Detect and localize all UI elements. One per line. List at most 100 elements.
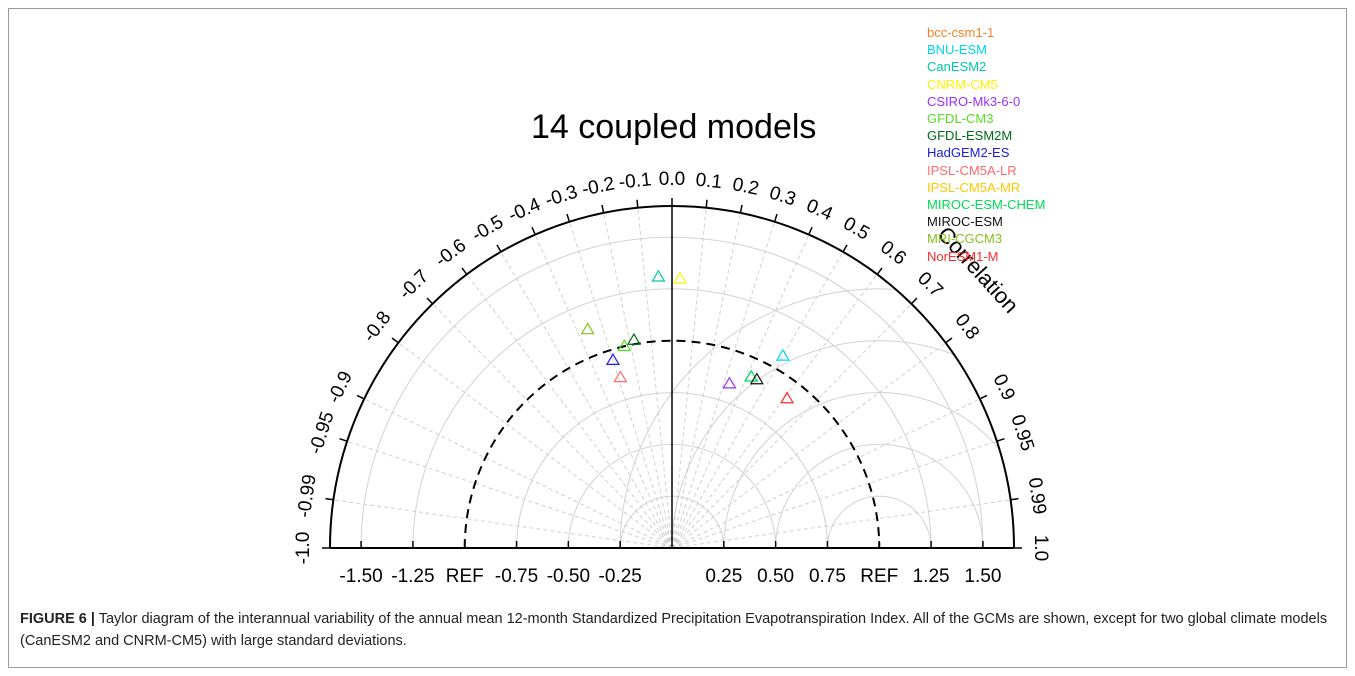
correlation-line [671, 499, 1011, 549]
correlation-line [671, 303, 912, 549]
correlation-line [603, 212, 673, 549]
x-tick-label: 1.50 [964, 566, 1001, 587]
correlation-tick [705, 199, 708, 208]
correlation-tick [636, 199, 639, 208]
legend-item: BNU-ESM [927, 42, 987, 58]
correlation-tick-label: -0.4 [505, 194, 544, 227]
correlation-tick-label: -0.1 [618, 169, 653, 193]
rms-circle [827, 495, 932, 548]
correlation-tick-label: -0.5 [468, 212, 507, 247]
correlation-tick-label: -0.99 [294, 473, 321, 519]
correlation-tick-label: -0.3 [543, 182, 581, 212]
rms-circle [775, 443, 984, 549]
correlation-tick [979, 394, 988, 400]
correlation-tick-label: -0.6 [432, 235, 471, 271]
model-marker [626, 332, 641, 345]
correlation-tick [391, 337, 399, 344]
correlation-tick [773, 213, 778, 222]
correlation-line [466, 274, 673, 549]
x-tick-label: -1.25 [391, 566, 434, 587]
rms-circle [671, 340, 954, 548]
correlation-tick-label: 0.0 [659, 169, 685, 190]
legend-item: MRI-CGCM3 [927, 231, 1003, 247]
rms-circle [619, 288, 893, 548]
correlation-line [432, 303, 673, 549]
correlation-tick-label: 0.2 [731, 174, 761, 200]
correlation-tick-label: 0.6 [876, 237, 910, 270]
caption-label: FIGURE 6 | [20, 611, 95, 627]
correlation-tick-label: 0.95 [1006, 412, 1038, 454]
correlation-tick-label: 0.99 [1024, 476, 1050, 516]
legend-item: MIROC-ESM-CHEM [927, 197, 1046, 213]
model-marker [749, 372, 764, 385]
model-marker [651, 269, 666, 282]
legend: bcc-csm1-1 BNU-ESM CanESM2 CNRM-CM5 CSIRO-Mk… [927, 24, 1045, 265]
x-tick-label: 1.25 [913, 566, 950, 587]
correlation-line [671, 221, 776, 549]
correlation-line [568, 221, 673, 549]
model-marker [617, 339, 632, 352]
model-marker [744, 369, 759, 382]
legend-item: CanESM2 [927, 59, 987, 75]
x-tick-label: 0.25 [705, 566, 742, 587]
x-tick-label: -0.50 [547, 566, 590, 587]
correlation-line [671, 251, 844, 549]
legend-item: GFDL-CM3 [927, 111, 994, 127]
chart-title: 14 coupled models [531, 108, 817, 146]
correlation-tick-label: -1.0 [293, 532, 314, 565]
x-tick-label: -0.25 [599, 566, 642, 587]
x-tick-label: REF [446, 566, 484, 587]
model-marker [613, 370, 628, 383]
correlation-tick-label: 1.0 [1030, 535, 1051, 561]
legend-item: NorESM1-M [927, 248, 999, 264]
model-marker [673, 271, 688, 284]
correlation-tick [426, 297, 434, 305]
legend-item: CNRM-CM5 [927, 76, 998, 92]
x-tick-label: REF [860, 566, 898, 587]
correlation-tick [996, 438, 1005, 442]
correlation-tick-label: 0.1 [695, 170, 723, 194]
x-tick-label: -0.75 [495, 566, 538, 587]
x-tick-label: 0.50 [757, 566, 794, 587]
correlation-tick-label: 0.4 [803, 195, 836, 225]
correlation-line [671, 274, 878, 549]
correlation-tick [496, 244, 502, 253]
correlation-tick [739, 204, 743, 214]
legend-item: GFDL-ESM2M [927, 128, 1013, 144]
legend-item: MIROC-ESM [927, 214, 1003, 230]
correlation-tick [601, 204, 605, 214]
correlation-tick-label: 0.5 [840, 213, 873, 244]
correlation-line [671, 398, 981, 549]
correlation-line [346, 440, 673, 549]
correlation-line [398, 342, 673, 549]
correlation-line [671, 342, 946, 549]
correlation-tick [910, 297, 918, 305]
correlation-tick [808, 226, 813, 235]
correlation-tick-label: -0.9 [324, 368, 357, 407]
correlation-line [671, 207, 707, 549]
model-marker [775, 348, 790, 361]
legend-item: IPSL-CM5A-MR [927, 179, 1021, 195]
correlation-tick [325, 497, 334, 501]
correlation-line [671, 212, 741, 549]
x-tick-label: -1.50 [339, 566, 382, 587]
figure-caption: FIGURE 6 | Taylor diagram of the interan… [20, 608, 1330, 652]
correlation-tick-label: 0.8 [950, 310, 983, 344]
correlation-tick [1010, 497, 1019, 501]
legend-item: bcc-csm1-1 [927, 25, 995, 40]
model-marker [722, 376, 737, 389]
x-tick-label: 0.75 [809, 566, 846, 587]
correlation-tick [461, 267, 468, 275]
correlation-tick [566, 213, 571, 222]
caption-text: Taylor diagram of the interannual variab… [20, 611, 1328, 649]
legend-item: HadGEM2-ES [927, 145, 1010, 161]
correlation-tick-label: 0.9 [988, 371, 1018, 404]
correlation-line [637, 207, 673, 549]
correlation-line [500, 251, 673, 549]
correlation-tick-label: 0.7 [913, 268, 947, 301]
figure-frame [8, 8, 1347, 668]
correlation-tick-label: -0.2 [580, 173, 616, 200]
correlation-tick [876, 267, 883, 275]
correlation-tick-label: -0.8 [359, 308, 395, 347]
